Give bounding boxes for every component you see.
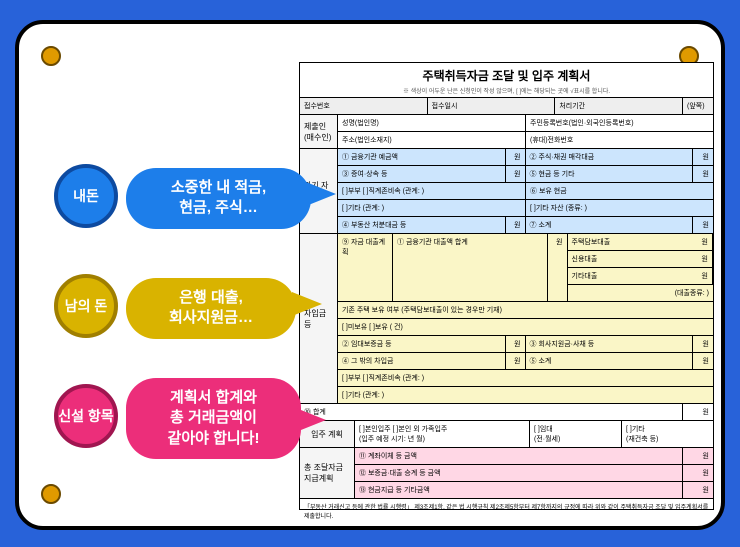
cell: ⑪ 계좌이체 등 금액	[355, 448, 683, 464]
cell: ① 금융기관 대출액 합계	[393, 234, 548, 301]
cell: [ ]기타	[626, 424, 709, 434]
cell: (재건축 등)	[626, 434, 709, 444]
cell: 신용대출	[572, 254, 598, 264]
cell: 기타대출	[572, 271, 598, 281]
cell: [ ]임대	[534, 424, 617, 434]
badge-self-money: 내돈	[54, 164, 118, 228]
bubble-other-money: 은행 대출, 회사지원금…	[126, 278, 296, 339]
won: 원	[693, 166, 713, 182]
won: 원	[506, 217, 526, 233]
page-side: (앞쪽)	[683, 98, 713, 114]
won: 원	[506, 166, 526, 182]
cell: [ ]기타 자산 (종류: )	[526, 200, 713, 216]
hdr-recv-no: 접수번호	[300, 98, 428, 114]
cell: ④ 그 밖의 차입금	[338, 353, 506, 369]
addr-label: 주소(법인소재지)	[338, 132, 526, 148]
cell: (대출종류: )	[568, 284, 714, 301]
won: 원	[506, 149, 526, 165]
cell: 주택담보대출	[572, 237, 611, 247]
cell: [ ]기타 (관계: )	[338, 387, 713, 403]
phone-label: (휴대)전화번호	[526, 132, 713, 148]
won: 원	[702, 271, 708, 281]
idno-label: 주민등록번호(법인·외국인등록번호)	[526, 115, 713, 131]
bubble-tail-icon	[296, 408, 326, 432]
won: 원	[506, 336, 526, 352]
doc-title: 주택취득자금 조달 및 입주 계획서	[300, 63, 713, 86]
badge-other-money: 남의 돈	[54, 274, 118, 338]
cell: ⑤ 소계	[526, 353, 694, 369]
submitter-label: 제출인 (매수인)	[300, 115, 338, 148]
cell: ③ 증여·상속 등	[338, 166, 506, 182]
loan-plan-label: ⑨ 자금 대출계획	[338, 234, 393, 301]
cell: ③ 회사지원금·사채 등	[526, 336, 694, 352]
won: 원	[683, 482, 713, 498]
total-label: ⑩ 합계	[300, 404, 683, 420]
hdr-recv-date: 접수일시	[428, 98, 556, 114]
won: 원	[693, 217, 713, 233]
cell: ② 주식·채권 매각대금	[526, 149, 694, 165]
cell: ⑤ 현금 등 기타	[526, 166, 694, 182]
name-label: 성명(법인명)	[338, 115, 526, 131]
bubble-self-money: 소중한 내 적금, 현금, 주식…	[126, 168, 311, 229]
rivet-icon	[41, 46, 61, 66]
cell: [ ]부부 [ ]직계존비속 (관계: )	[338, 183, 526, 199]
won: 원	[506, 353, 526, 369]
badge-new-item: 신설 항목	[54, 384, 118, 448]
tablet-frame: 주택취득자금 조달 및 입주 계획서 ※ 색상이 어두운 난은 신청인이 작성 …	[15, 20, 725, 530]
bubble-tail-icon	[306, 182, 336, 206]
won: 원	[693, 149, 713, 165]
rivet-icon	[41, 484, 61, 504]
bubble-new-item: 계획서 합계와 총 거래금액이 같아야 합니다!	[126, 378, 301, 459]
pay-plan-label: 총 조달자금 지급계획	[300, 448, 355, 498]
doc-footer: 「부동산 거래신고 등에 관한 법률 시행령」 제3조제1항, 같은 법 시행규…	[300, 499, 713, 523]
cell: 기존 주택 보유 여부 (주택담보대출이 있는 경우만 기재)	[338, 302, 713, 318]
cell: ⑫ 보증금·대출 승계 등 금액	[355, 465, 683, 481]
cell: [ ]미보유 [ ]보유 ( 건)	[338, 319, 713, 335]
cell: ① 금융기관 예금액	[338, 149, 506, 165]
cell: ⑦ 소계	[526, 217, 694, 233]
bubble-tail-icon	[292, 292, 322, 316]
cell: ② 임대보증금 등	[338, 336, 506, 352]
won: 원	[548, 234, 568, 301]
won: 원	[702, 237, 708, 247]
cell: (입주 예정 시기: 년 월)	[359, 434, 525, 444]
cell: [ ]기타 (관계: )	[338, 200, 526, 216]
cell: ⑥ 보유 현금	[526, 183, 713, 199]
cell: ④ 부동산 처분대금 등	[338, 217, 506, 233]
won: 원	[693, 336, 713, 352]
cell: [ ]본인입주 [ ]본인 외 가족입주	[359, 424, 525, 434]
doc-subtitle: ※ 색상이 어두운 난은 신청인이 작성 않으며, [ ]에는 해당되는 곳에 …	[300, 86, 713, 97]
cell: (전·월세)	[534, 434, 617, 444]
won: 원	[702, 254, 708, 264]
won: 원	[693, 353, 713, 369]
form-document: 주택취득자금 조달 및 입주 계획서 ※ 색상이 어두운 난은 신청인이 작성 …	[299, 62, 714, 510]
cell: [ ]부부 [ ]직계존비속 (관계: )	[338, 370, 713, 386]
won: 원	[683, 465, 713, 481]
won: 원	[683, 448, 713, 464]
hdr-period: 처리기간	[555, 98, 683, 114]
loan-section-label: 차입금등	[300, 234, 338, 403]
won: 원	[683, 404, 713, 420]
cell: ⑬ 현금지급 등 기타금액	[355, 482, 683, 498]
